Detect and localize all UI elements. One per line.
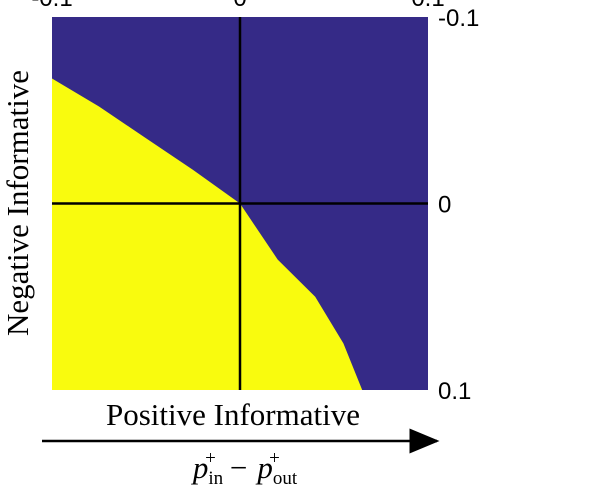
x-axis-formula: pin+ − pout+ (191, 448, 298, 489)
y-tick-label: 0.1 (438, 378, 471, 405)
y-tick-label: -0.1 (438, 5, 479, 32)
x-axis-label: Positive Informative (106, 397, 360, 432)
math: out (273, 468, 298, 489)
math: p (191, 450, 209, 485)
y-axis-label: Negative Informative (0, 70, 35, 336)
math: p (255, 450, 273, 485)
plot-area (52, 17, 428, 391)
x-tick-label: -0.1 (31, 0, 72, 12)
y-tick-label: 0 (438, 192, 451, 219)
math: + (205, 448, 216, 469)
math: in (208, 468, 223, 489)
math: + (269, 448, 280, 469)
x-tick-label: 0 (233, 0, 246, 12)
region (52, 78, 363, 391)
x-tick-label: 0.1 (411, 0, 444, 12)
math: − (230, 450, 247, 485)
